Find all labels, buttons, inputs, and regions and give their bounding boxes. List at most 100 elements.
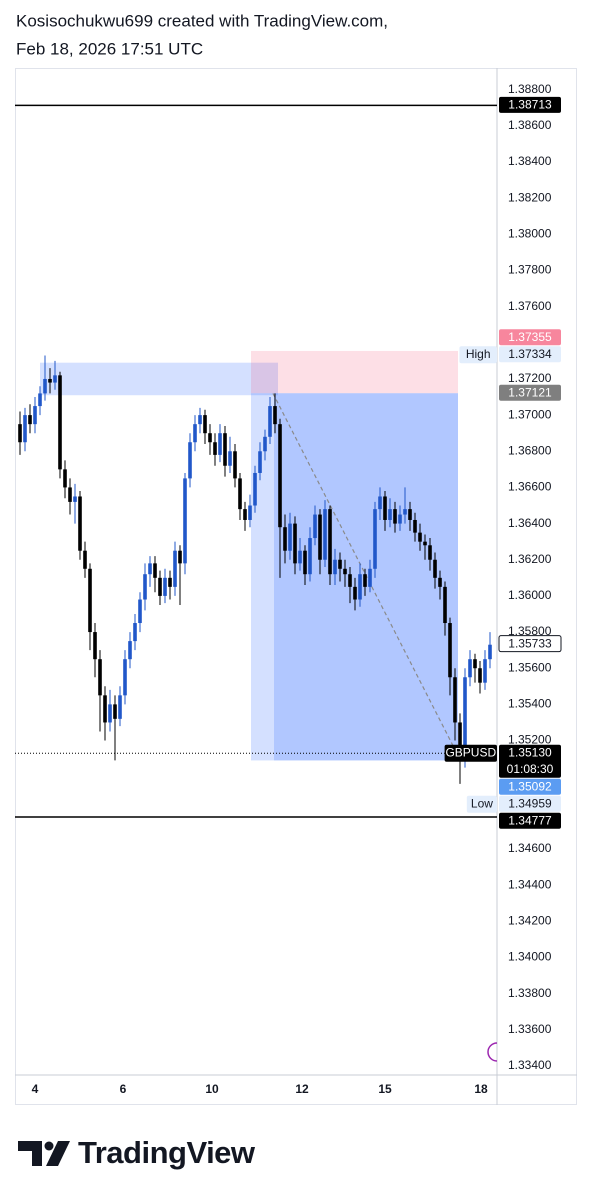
candle-body (413, 519, 417, 533)
candle-body (73, 496, 77, 502)
candle-body (313, 514, 317, 539)
candle-body (448, 623, 452, 678)
candle-body (153, 563, 157, 578)
candle-body (178, 550, 182, 564)
candle-body (278, 424, 282, 528)
candle-body (388, 509, 392, 520)
candle-body (428, 545, 432, 560)
y-tick-label: 1.36200 (508, 552, 552, 566)
candle-body (253, 472, 257, 506)
candle-body (263, 436, 267, 452)
candle-body (203, 415, 207, 434)
x-tick-label: 18 (474, 1082, 488, 1096)
y-tick-label: 1.38400 (508, 154, 552, 168)
zone (251, 350, 458, 394)
candle-body (398, 514, 402, 524)
plot-area (15, 104, 497, 818)
candle-body (43, 378, 47, 394)
candle-body (438, 577, 442, 587)
price-label: 1.37121 (508, 385, 552, 399)
chart-subtitle: Feb 18, 2026 17:51 UTC (16, 39, 203, 58)
candle-body (133, 623, 137, 642)
y-tick-label: 1.33600 (508, 1022, 552, 1036)
chart-frame (15, 68, 577, 1105)
candle-body (423, 541, 427, 546)
y-tick-label: 1.35200 (508, 733, 552, 747)
y-tick-label: 1.36800 (508, 443, 552, 457)
price-label-sub: 01:08:30 (507, 762, 554, 776)
candle-body (53, 375, 57, 383)
candle-body (453, 677, 457, 723)
candle-body (358, 574, 362, 600)
candle-body (238, 478, 242, 510)
candle-body (323, 509, 327, 560)
candle-body (123, 659, 127, 696)
candle-body (243, 509, 247, 520)
candle-body (333, 559, 337, 575)
zone (251, 393, 458, 761)
price-tag: GBPUSD (445, 745, 496, 759)
y-tick-label: 1.38200 (508, 190, 552, 204)
y-tick-label: 1.37200 (508, 371, 552, 385)
candle-body (293, 523, 297, 564)
y-tick-label: 1.37600 (508, 299, 552, 313)
candle-body (223, 433, 227, 466)
y-tick-label: 1.37000 (508, 407, 552, 421)
y-tick-label: 1.34200 (508, 914, 552, 928)
candle-body (143, 574, 147, 600)
price-label-box (499, 384, 561, 401)
candle-body (68, 487, 72, 502)
candle-body (173, 550, 177, 587)
y-tick-label: 1.35800 (508, 624, 552, 638)
price-tag-box (459, 346, 497, 364)
price-tag-box (444, 744, 497, 762)
y-tick-label: 1.34000 (508, 950, 552, 964)
x-tick-label: 15 (378, 1082, 392, 1096)
x-tick-label: 12 (295, 1082, 309, 1096)
y-tick-label: 1.38000 (508, 226, 552, 240)
y-tick-label: 1.38600 (508, 118, 552, 132)
y-tick-label: 1.34600 (508, 841, 552, 855)
candle-body (433, 559, 437, 578)
candle-body (328, 509, 332, 575)
y-tick-label: 1.34400 (508, 877, 552, 891)
x-tick-label: 6 (120, 1082, 127, 1096)
candle-body (468, 659, 472, 678)
candle-body (233, 451, 237, 479)
price-label: 1.35130 (508, 745, 552, 759)
candle-body (248, 505, 252, 520)
price-tag: Low (471, 796, 493, 810)
candle-body (163, 577, 167, 596)
price-label-box (499, 795, 561, 812)
zone (40, 362, 278, 396)
candle-body (168, 577, 172, 587)
candle-body (378, 496, 382, 510)
y-tick-label: 1.35600 (508, 660, 552, 674)
candle-body (138, 599, 142, 624)
candle-body (148, 563, 152, 575)
brand-name: TradingView (78, 1135, 256, 1170)
y-tick-label: 1.37800 (508, 263, 552, 277)
y-tick-label: 1.36400 (508, 516, 552, 530)
candle-body (188, 442, 192, 479)
price-label: 1.37355 (508, 330, 552, 344)
candle-body (403, 509, 407, 515)
price-label: 1.38713 (508, 98, 552, 112)
candle-body (198, 415, 202, 425)
candle-body (488, 644, 492, 660)
candle-body (268, 406, 272, 437)
candle-body (443, 586, 447, 624)
x-tick-label: 4 (32, 1082, 39, 1096)
price-label: 1.35092 (508, 779, 552, 793)
price-label: 1.37334 (508, 347, 552, 361)
candle-body (88, 568, 92, 633)
guide-line (272, 393, 456, 750)
candle-body (98, 659, 102, 696)
candle-body (108, 704, 112, 723)
price-tag: High (466, 347, 491, 361)
price-label: 1.34777 (508, 813, 552, 827)
candle-body (303, 550, 307, 575)
candle-body (193, 424, 197, 443)
